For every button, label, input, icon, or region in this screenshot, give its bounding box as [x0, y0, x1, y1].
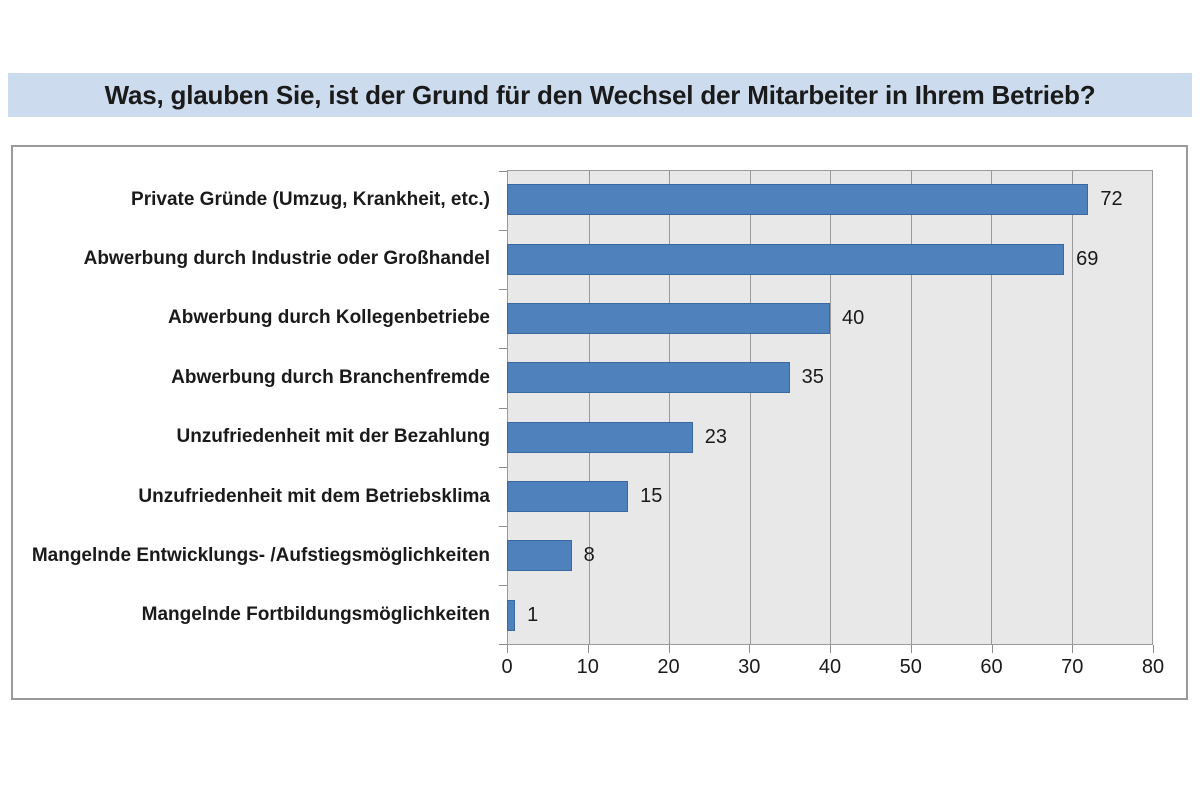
- x-axis-tick-label: 80: [1141, 656, 1165, 678]
- category-axis-tick: [499, 289, 507, 291]
- category-axis-tick: [499, 407, 507, 409]
- bar-row: Private Gründe (Umzug, Krankheit, etc.) 7…: [13, 170, 1186, 229]
- bar-row: Abwerbung durch Kollegenbetriebe 40: [13, 289, 1186, 348]
- bar-track: 8: [507, 526, 1153, 585]
- bar-row: Unzufriedenheit mit der Bezahlung 23: [13, 408, 1186, 467]
- value-label: 72: [1100, 188, 1123, 211]
- value-label: 35: [801, 366, 824, 389]
- chart-title-band: Was, glauben Sie, ist der Grund für den …: [8, 73, 1192, 117]
- bar-track: 72: [507, 170, 1153, 229]
- category-label: Unzufriedenheit mit der Bezahlung: [176, 426, 490, 448]
- category-label: Mangelnde Entwicklungs- /Aufstiegsmöglic…: [31, 544, 490, 566]
- bar: [507, 540, 572, 572]
- category-label: Abwerbung durch Branchenfremde: [171, 366, 490, 388]
- value-label: 8: [583, 544, 595, 567]
- category-axis-tick: [499, 348, 507, 350]
- x-axis-tick-label: 50: [899, 656, 922, 678]
- x-axis-tick: [991, 645, 993, 653]
- x-axis-tick-label: 40: [818, 656, 842, 678]
- category-label: Mangelnde Fortbildungsmöglichkeiten: [141, 604, 490, 626]
- x-axis-tick-label: 20: [657, 656, 680, 678]
- gridline: [749, 171, 751, 644]
- category-label: Unzufriedenheit mit dem Betriebsklima: [138, 485, 490, 507]
- category-label: Private Gründe (Umzug, Krankheit, etc.): [131, 188, 490, 210]
- category-axis-tick: [499, 584, 507, 586]
- bar-track: 15: [507, 467, 1153, 526]
- bar-row: Mangelnde Entwicklungs- /Aufstiegsmöglic…: [13, 526, 1186, 585]
- bar: [507, 599, 516, 631]
- x-axis-tick-label: 70: [1061, 656, 1084, 678]
- bar: [507, 184, 1089, 216]
- x-axis-tick: [507, 645, 508, 653]
- bar-track: 40: [507, 289, 1153, 348]
- bar-track: 1: [507, 586, 1153, 645]
- value-label: 23: [704, 425, 727, 448]
- x-axis-tick-label: 10: [576, 656, 599, 678]
- bar-row: Mangelnde Fortbildungsmöglichkeiten 1: [13, 586, 1186, 645]
- value-label: 69: [1076, 247, 1099, 270]
- bar-track: 23: [507, 408, 1153, 467]
- value-label: 1: [527, 603, 539, 626]
- category-label: Abwerbung durch Kollegenbetriebe: [168, 307, 490, 329]
- x-axis-tick-label: 60: [980, 656, 1003, 678]
- x-axis-tick: [749, 645, 751, 653]
- bar-row: Abwerbung durch Branchenfremde 35: [13, 348, 1186, 407]
- bar-row: Abwerbung durch Industrie oder Großhande…: [13, 229, 1186, 288]
- x-axis-tick: [830, 645, 831, 653]
- category-axis-tick: [499, 525, 507, 527]
- chart-title: Was, glauben Sie, ist der Grund für den …: [104, 79, 1096, 110]
- x-axis-tick: [587, 645, 589, 653]
- gridline: [669, 171, 670, 644]
- gridline: [910, 171, 912, 644]
- bar: [507, 362, 790, 394]
- bar: [507, 243, 1065, 275]
- x-axis-tick-label: 0: [501, 656, 513, 678]
- bar: [507, 302, 830, 334]
- x-axis-tick: [1153, 645, 1154, 653]
- chart-container: Private Gründe (Umzug, Krankheit, etc.) 7…: [11, 145, 1188, 700]
- bar-rows: Private Gründe (Umzug, Krankheit, etc.) 7…: [13, 170, 1186, 645]
- x-axis-tick: [668, 645, 670, 653]
- bar-track: 69: [507, 229, 1153, 288]
- bar: [507, 481, 629, 513]
- category-axis-tick: [499, 230, 507, 232]
- bar-track: 35: [507, 348, 1153, 407]
- bar-row: Unzufriedenheit mit dem Betriebsklima 15: [13, 467, 1186, 526]
- gridline: [588, 171, 590, 644]
- value-label: 15: [640, 485, 663, 508]
- gridline: [830, 171, 831, 644]
- category-label: Abwerbung durch Industrie oder Großhande…: [83, 248, 490, 270]
- x-axis-tick: [1072, 645, 1074, 653]
- value-label: 40: [842, 306, 865, 329]
- gridline: [1071, 171, 1073, 644]
- bar: [507, 421, 693, 453]
- category-axis-tick: [499, 644, 507, 645]
- x-axis-tick-label: 30: [738, 656, 761, 678]
- category-axis-tick: [499, 466, 507, 468]
- gridline: [991, 171, 992, 644]
- category-axis-tick: [499, 171, 507, 172]
- x-axis-tick: [910, 645, 912, 653]
